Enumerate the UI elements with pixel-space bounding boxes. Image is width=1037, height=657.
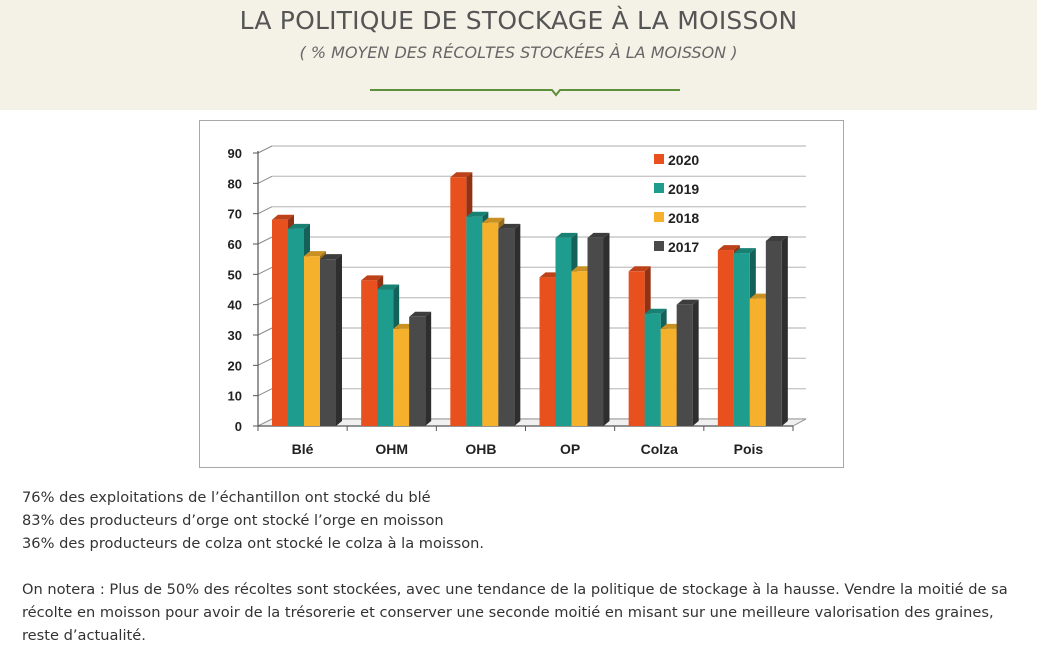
gridline-side: [257, 297, 273, 306]
gridline-side: [257, 327, 273, 336]
bar-top: [644, 308, 667, 314]
gridline-side: [257, 357, 273, 366]
note-line-2: 83% des producteurs d’orge ont stocké l’…: [22, 512, 444, 529]
bar-top: [587, 232, 610, 238]
legend-label-2018: 2018: [668, 210, 699, 226]
bar-top: [272, 214, 294, 220]
bar-2019-OHM: [377, 289, 394, 426]
bar-2020-OP: [539, 277, 556, 426]
gridline-side: [257, 145, 273, 154]
bar-top: [409, 311, 432, 317]
bar-2018-Blé: [304, 256, 320, 426]
bar-side: [514, 223, 521, 426]
bar-2017-OP: [587, 237, 604, 426]
note-line-1: 76% des exploitations de l’échantillon o…: [22, 489, 431, 506]
y-tick-label: 80: [228, 176, 242, 191]
y-tick-label: 30: [228, 328, 242, 343]
bar-top: [498, 223, 521, 229]
y-tick-label: 60: [228, 237, 242, 252]
bar-top: [765, 235, 788, 241]
bar-2020-Pois: [717, 250, 734, 426]
x-tick-label: Colza: [641, 441, 679, 457]
y-tick-label: 0: [235, 419, 242, 434]
bar-side: [336, 254, 342, 426]
y-tick-label: 50: [228, 267, 242, 282]
gridline-side: [257, 388, 273, 397]
bar-2019-OP: [555, 237, 572, 426]
bar-top: [628, 266, 651, 272]
bar-top: [377, 284, 400, 290]
bar-top: [466, 211, 489, 217]
conclusion-paragraph: On notera : Plus de 50% des récoltes son…: [22, 581, 1008, 644]
note-line-3: 36% des producteurs de colza ont stocké …: [22, 535, 485, 552]
legend-label-2020: 2020: [668, 152, 699, 168]
gridline-side: [257, 206, 273, 215]
legend-label-2019: 2019: [668, 181, 699, 197]
bar-top: [288, 223, 310, 229]
bar-2020-Colza: [628, 271, 645, 426]
bar-top: [450, 172, 473, 178]
legend-label-2017: 2017: [668, 239, 699, 255]
bar-2019-Blé: [288, 228, 304, 426]
bar-top: [361, 275, 384, 281]
legend-swatch-2020: [654, 154, 664, 164]
bar-2020-Blé: [272, 219, 288, 426]
x-tick-label: OP: [560, 441, 580, 457]
header-banner: LA POLITIQUE DE STOCKAGE À LA MOISSON ( …: [0, 0, 1037, 110]
x-tick-label: OHM: [375, 441, 408, 457]
bar-top: [320, 254, 342, 260]
y-tick-label: 90: [228, 146, 242, 161]
y-tick-label: 70: [228, 207, 242, 222]
bar-2018-Pois: [749, 298, 766, 426]
y-tick-label: 10: [228, 389, 242, 404]
bar-chart: 0 10 20 30 40 50 60 70 80 90 Blé OHM OHB OP Colza Pois 2…: [199, 120, 844, 468]
bar-side: [603, 232, 610, 426]
bar-top: [717, 245, 740, 251]
bar-2018-OHB: [482, 222, 499, 426]
x-tick-label: Pois: [734, 441, 764, 457]
bar-2019-Colza: [644, 313, 661, 426]
legend-swatch-2018: [654, 212, 664, 222]
bar-2017-OHM: [409, 316, 426, 426]
gridline-side: [257, 236, 273, 245]
bar-2017-Pois: [765, 240, 782, 426]
bar-2018-OP: [571, 271, 588, 426]
y-tick-label: 40: [228, 298, 242, 313]
x-tick-label: Blé: [292, 441, 314, 457]
bar-side: [425, 311, 432, 426]
bar-2020-OHB: [450, 177, 467, 426]
bar-chart-svg: 0 10 20 30 40 50 60 70 80 90 Blé OHM OHB OP Colza Pois 2…: [228, 145, 807, 457]
gridline-side: [257, 266, 273, 275]
legend-swatch-2019: [654, 183, 664, 193]
bar-2017-Blé: [320, 259, 336, 426]
bar-2018-OHM: [393, 328, 410, 426]
bar-side: [781, 235, 788, 426]
bar-2017-Colza: [676, 304, 693, 426]
bar-top: [733, 248, 756, 254]
bar-2020-OHM: [361, 280, 378, 426]
bar-2017-OHB: [498, 228, 515, 426]
x-tick-label: OHB: [465, 441, 496, 457]
legend-swatch-2017: [654, 241, 664, 251]
bar-top: [482, 217, 505, 223]
y-tick-label: 20: [228, 358, 242, 373]
page-subtitle: ( % MOYEN DES RÉCOLTES STOCKÉES À LA MOI…: [299, 43, 738, 62]
bar-top: [676, 299, 699, 305]
bar-2019-Pois: [733, 253, 750, 426]
title-divider: [370, 89, 680, 97]
bar-side: [692, 299, 699, 426]
bar-top: [555, 232, 578, 238]
bar-2018-Colza: [660, 328, 677, 426]
notes-section: 76% des exploitations de l’échantillon o…: [22, 486, 1022, 647]
bar-2019-OHB: [466, 216, 483, 426]
page-title: LA POLITIQUE DE STOCKAGE À LA MOISSON: [239, 6, 798, 35]
gridline-side: [257, 175, 273, 184]
bar-top: [304, 251, 326, 257]
